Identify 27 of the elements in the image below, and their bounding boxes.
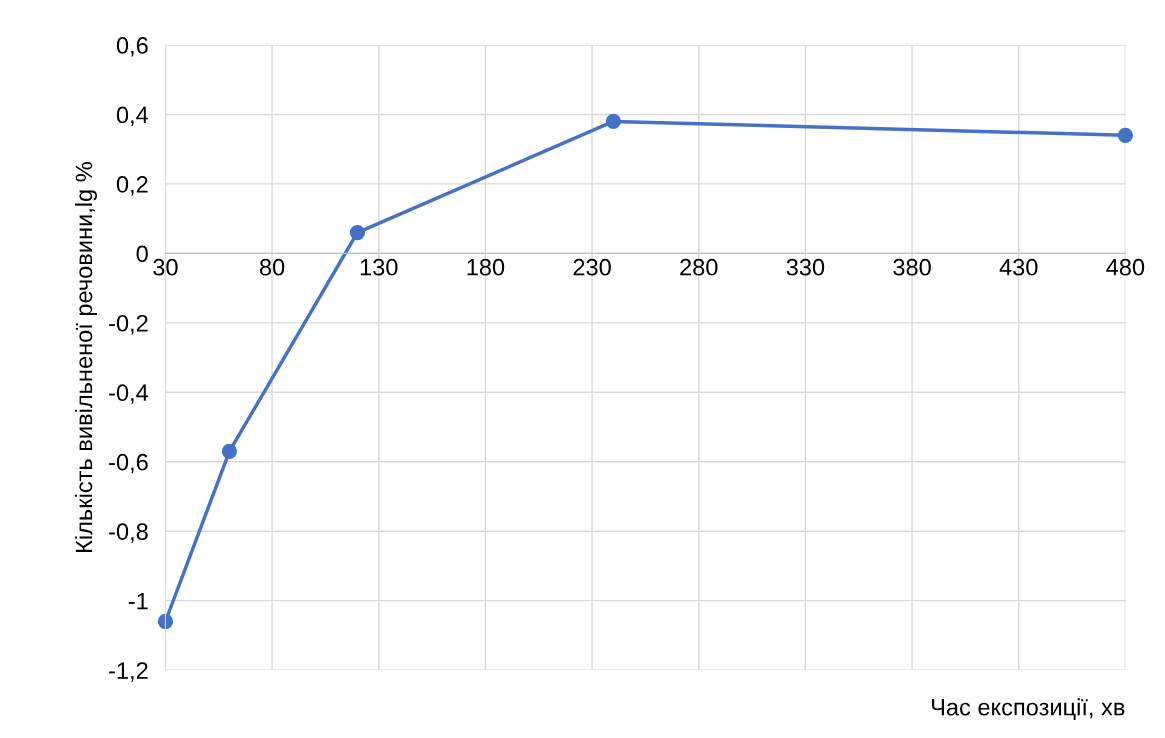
y-tick-label: 0,4 xyxy=(116,106,149,127)
point xyxy=(349,224,366,241)
point xyxy=(221,443,238,459)
x-tick-label: 430 xyxy=(999,258,1038,276)
y-tick-label: 0 xyxy=(136,245,148,263)
y-tick-label: -0,2 xyxy=(109,314,148,335)
point xyxy=(157,613,174,630)
point xyxy=(605,113,622,130)
x-tick-label: 280 xyxy=(680,258,718,276)
x-tick-label: 180 xyxy=(467,258,505,276)
y-axis-title: Кількість вивільненої речовини,lg % xyxy=(74,162,97,552)
y-tick-label: -0,6 xyxy=(109,453,148,474)
x-tick-label: 330 xyxy=(786,258,825,276)
y-tick-label: 0,2 xyxy=(116,175,148,196)
y-tick-label: -1 xyxy=(128,592,148,610)
x-tick-label: 30 xyxy=(153,258,178,276)
x-tick-label: 80 xyxy=(259,258,285,276)
y-tick-label: -0,8 xyxy=(109,523,148,543)
x-axis-title: Час експозиції, хв xyxy=(932,698,1125,721)
point xyxy=(1117,127,1134,143)
y-tick-label: -0,4 xyxy=(109,384,149,404)
x-tick-label: 480 xyxy=(1106,258,1145,276)
x-tick-label: 130 xyxy=(360,258,398,276)
y-tick-label: 0,6 xyxy=(116,37,148,57)
x-tick-label: 380 xyxy=(893,258,931,276)
y-tick-label: -1,2 xyxy=(109,662,148,682)
x-tick-label: 230 xyxy=(573,258,611,276)
